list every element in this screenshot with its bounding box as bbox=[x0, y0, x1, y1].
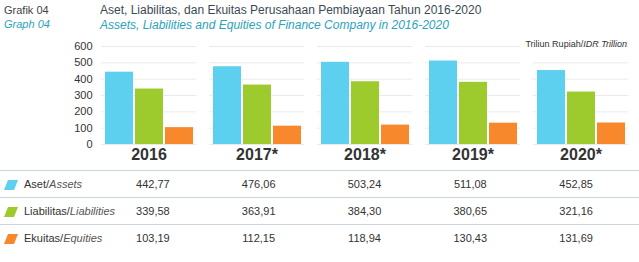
html-text:511,08: 511,08 bbox=[453, 178, 487, 190]
svg-text:0: 0 bbox=[86, 138, 92, 150]
html-text:103,19: 103,19 bbox=[136, 232, 170, 244]
html-text:Aset, Liabilitas, dan Ekuitas: Aset, Liabilitas, dan Ekuitas Perusahaan… bbox=[100, 3, 482, 17]
svg-text:300: 300 bbox=[74, 89, 92, 101]
html-text:131,69: 131,69 bbox=[559, 232, 593, 244]
html-text:442,77: 442,77 bbox=[136, 178, 170, 190]
html-text:112,15: 112,15 bbox=[242, 232, 276, 244]
svg-text:100: 100 bbox=[74, 122, 92, 134]
svg-text:500: 500 bbox=[74, 56, 92, 68]
html-text:380,65: 380,65 bbox=[453, 205, 488, 217]
html-text:Ekuitas/ Equities: Ekuitas/ Equities bbox=[24, 232, 103, 244]
html-text:Assets, Liabilities and Equiti: Assets, Liabilities and Equities of Fina… bbox=[100, 18, 449, 32]
svg-text:2019*: 2019* bbox=[452, 146, 495, 163]
html-text:321,16: 321,16 bbox=[559, 205, 593, 217]
html-text:Triliun Rupiah/ IDR Trillion: Triliun Rupiah/ IDR Trillion bbox=[525, 39, 627, 49]
svg-text:2018*: 2018* bbox=[344, 146, 387, 163]
html-text:339,58: 339,58 bbox=[136, 205, 170, 217]
html-text:452,85: 452,85 bbox=[559, 178, 593, 190]
svg-text:2016: 2016 bbox=[131, 146, 167, 163]
svg-text:400: 400 bbox=[74, 73, 92, 85]
svg-text:2020*: 2020* bbox=[560, 146, 603, 163]
html-text:Liabilitas/ Liabilities: Liabilitas/ Liabilities bbox=[24, 205, 116, 217]
svg-text:200: 200 bbox=[74, 105, 92, 117]
html-text:Graph 04: Graph 04 bbox=[4, 18, 50, 30]
svg-text:2017*: 2017* bbox=[236, 146, 279, 163]
html-text:503,24: 503,24 bbox=[347, 178, 382, 190]
html-text:384,30: 384,30 bbox=[347, 205, 382, 217]
html-text:130,43: 130,43 bbox=[453, 232, 488, 244]
svg-text:600: 600 bbox=[74, 40, 92, 52]
html-text:118,94: 118,94 bbox=[348, 232, 381, 244]
html-text:363,91: 363,91 bbox=[241, 205, 276, 217]
html-text:Grafik 04: Grafik 04 bbox=[4, 4, 49, 16]
html-text:Aset/ Assets: Aset/ Assets bbox=[24, 178, 83, 190]
html-text:476,06: 476,06 bbox=[241, 178, 276, 190]
